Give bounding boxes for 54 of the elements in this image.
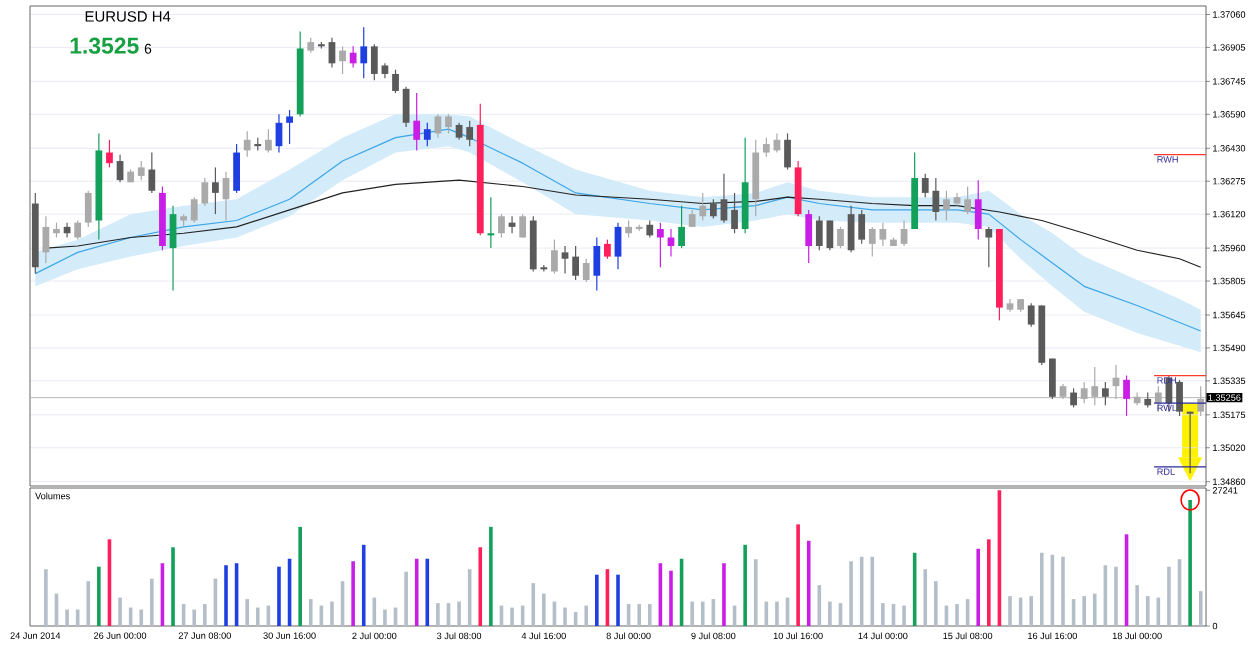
candlestick	[656, 222, 664, 268]
candlestick	[604, 239, 611, 260]
candlestick	[360, 26, 368, 79]
candlestick	[837, 226, 844, 249]
candlestick	[943, 190, 950, 222]
candlestick	[593, 236, 601, 292]
candlestick	[243, 130, 251, 158]
candlestick	[1070, 387, 1077, 409]
candlestick	[678, 205, 685, 249]
candlestick	[233, 143, 240, 194]
candlestick	[137, 160, 145, 181]
candlestick	[498, 213, 505, 239]
candlestick	[784, 132, 791, 171]
candlestick	[572, 245, 580, 281]
candlestick	[349, 45, 357, 69]
candlestick	[762, 137, 770, 158]
candlestick	[84, 190, 92, 228]
candlestick	[858, 209, 866, 245]
candlestick	[731, 192, 738, 234]
candlestick	[148, 151, 156, 194]
candlestick	[74, 219, 82, 241]
candlestick	[487, 196, 495, 249]
candlestick	[519, 213, 527, 239]
candlestick	[212, 166, 219, 215]
candlestick	[106, 139, 113, 169]
text: 1.3525	[70, 37, 139, 54]
candlestick	[1176, 379, 1183, 417]
candlestick	[964, 185, 972, 215]
candlestick	[974, 179, 982, 241]
candlestick	[402, 86, 410, 128]
candlestick	[445, 113, 452, 135]
candlestick	[413, 92, 421, 152]
candlestick	[815, 215, 823, 251]
candlestick	[423, 122, 431, 147]
candlestick	[720, 173, 728, 224]
candlestick	[551, 239, 558, 275]
candlestick	[286, 109, 293, 145]
candlestick	[582, 258, 590, 283]
candlestick	[392, 69, 399, 94]
candlestick	[264, 128, 272, 154]
candlestick	[1123, 374, 1130, 417]
candlestick	[985, 226, 993, 268]
candlestick	[370, 43, 378, 81]
candlestick	[794, 160, 802, 217]
candlestick	[741, 137, 749, 234]
candlestick	[1101, 381, 1109, 406]
candlestick	[752, 139, 760, 217]
candlestick	[466, 120, 474, 147]
candlestick	[709, 198, 717, 219]
candlestick	[339, 45, 346, 75]
candlestick	[1186, 411, 1194, 474]
candlestick	[561, 245, 569, 275]
candlestick	[1049, 357, 1056, 400]
candlestick	[805, 209, 813, 264]
